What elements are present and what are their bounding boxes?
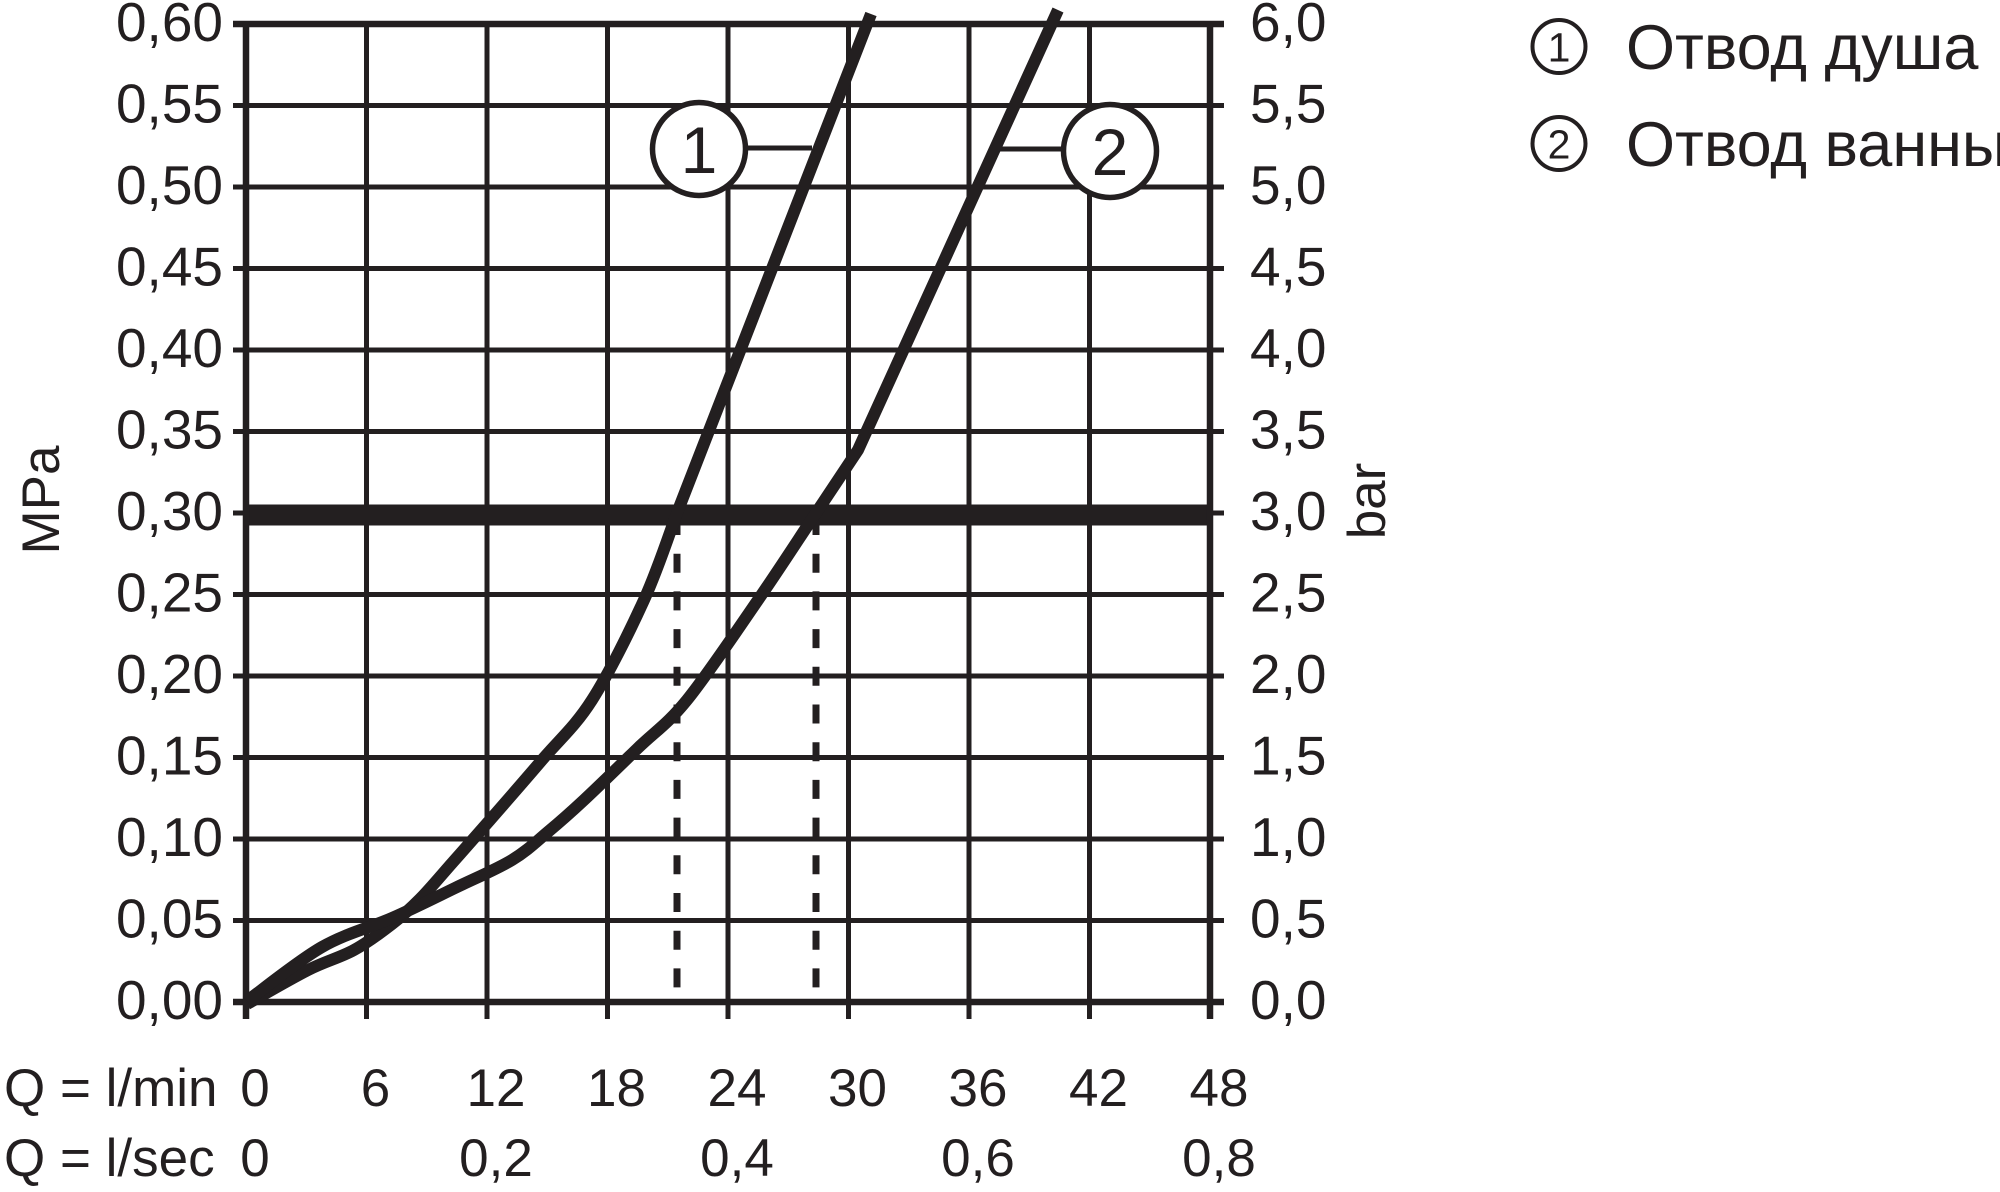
svg-text:30: 30 <box>828 1059 887 1118</box>
svg-text:0,25: 0,25 <box>116 562 223 624</box>
svg-text:4,5: 4,5 <box>1250 236 1326 298</box>
svg-text:0,5: 0,5 <box>1250 888 1326 950</box>
svg-text:0,60: 0,60 <box>116 0 223 53</box>
svg-text:1: 1 <box>681 113 718 187</box>
svg-text:0,40: 0,40 <box>116 317 223 379</box>
svg-text:0,00: 0,00 <box>116 969 223 1031</box>
svg-text:0,10: 0,10 <box>116 806 223 868</box>
svg-text:0,05: 0,05 <box>116 888 223 950</box>
svg-text:1,0: 1,0 <box>1250 806 1326 868</box>
svg-text:0,4: 0,4 <box>700 1129 774 1188</box>
svg-text:2,0: 2,0 <box>1250 643 1326 705</box>
svg-text:0: 0 <box>240 1129 269 1188</box>
svg-text:0,6: 0,6 <box>941 1129 1015 1188</box>
svg-text:Отвод ванны: Отвод ванны <box>1626 110 2000 180</box>
svg-text:0,45: 0,45 <box>116 236 223 298</box>
svg-text:36: 36 <box>949 1059 1008 1118</box>
svg-text:42: 42 <box>1069 1059 1128 1118</box>
svg-text:0,30: 0,30 <box>116 480 223 542</box>
svg-text:0,0: 0,0 <box>1250 969 1326 1031</box>
svg-text:4,0: 4,0 <box>1250 317 1326 379</box>
svg-text:1: 1 <box>1548 25 1571 71</box>
svg-text:2: 2 <box>1548 122 1571 168</box>
svg-text:2,5: 2,5 <box>1250 562 1326 624</box>
svg-text:5,5: 5,5 <box>1250 73 1326 135</box>
svg-text:0,35: 0,35 <box>116 399 223 461</box>
svg-text:0,2: 0,2 <box>459 1129 533 1188</box>
svg-text:MPa: MPa <box>12 445 71 555</box>
svg-text:3,5: 3,5 <box>1250 399 1326 461</box>
svg-text:3,0: 3,0 <box>1250 480 1326 542</box>
svg-text:6,0: 6,0 <box>1250 0 1326 53</box>
svg-text:Q = l/sec: Q = l/sec <box>4 1129 215 1188</box>
svg-text:0,8: 0,8 <box>1182 1129 1256 1188</box>
svg-text:0: 0 <box>240 1059 269 1118</box>
svg-text:0,20: 0,20 <box>116 643 223 705</box>
svg-text:0,50: 0,50 <box>116 154 223 216</box>
svg-text:0,55: 0,55 <box>116 73 223 135</box>
svg-text:0,15: 0,15 <box>116 725 223 787</box>
svg-text:Q = l/min: Q = l/min <box>4 1059 218 1118</box>
svg-text:6: 6 <box>361 1059 390 1118</box>
svg-text:1,5: 1,5 <box>1250 725 1326 787</box>
svg-text:bar: bar <box>1338 463 1397 540</box>
svg-text:5,0: 5,0 <box>1250 154 1326 216</box>
svg-text:18: 18 <box>587 1059 646 1118</box>
svg-text:24: 24 <box>708 1059 767 1118</box>
svg-text:Отвод душа: Отвод душа <box>1626 13 1979 83</box>
svg-text:12: 12 <box>467 1059 526 1118</box>
svg-text:48: 48 <box>1190 1059 1249 1118</box>
svg-text:2: 2 <box>1092 115 1129 189</box>
